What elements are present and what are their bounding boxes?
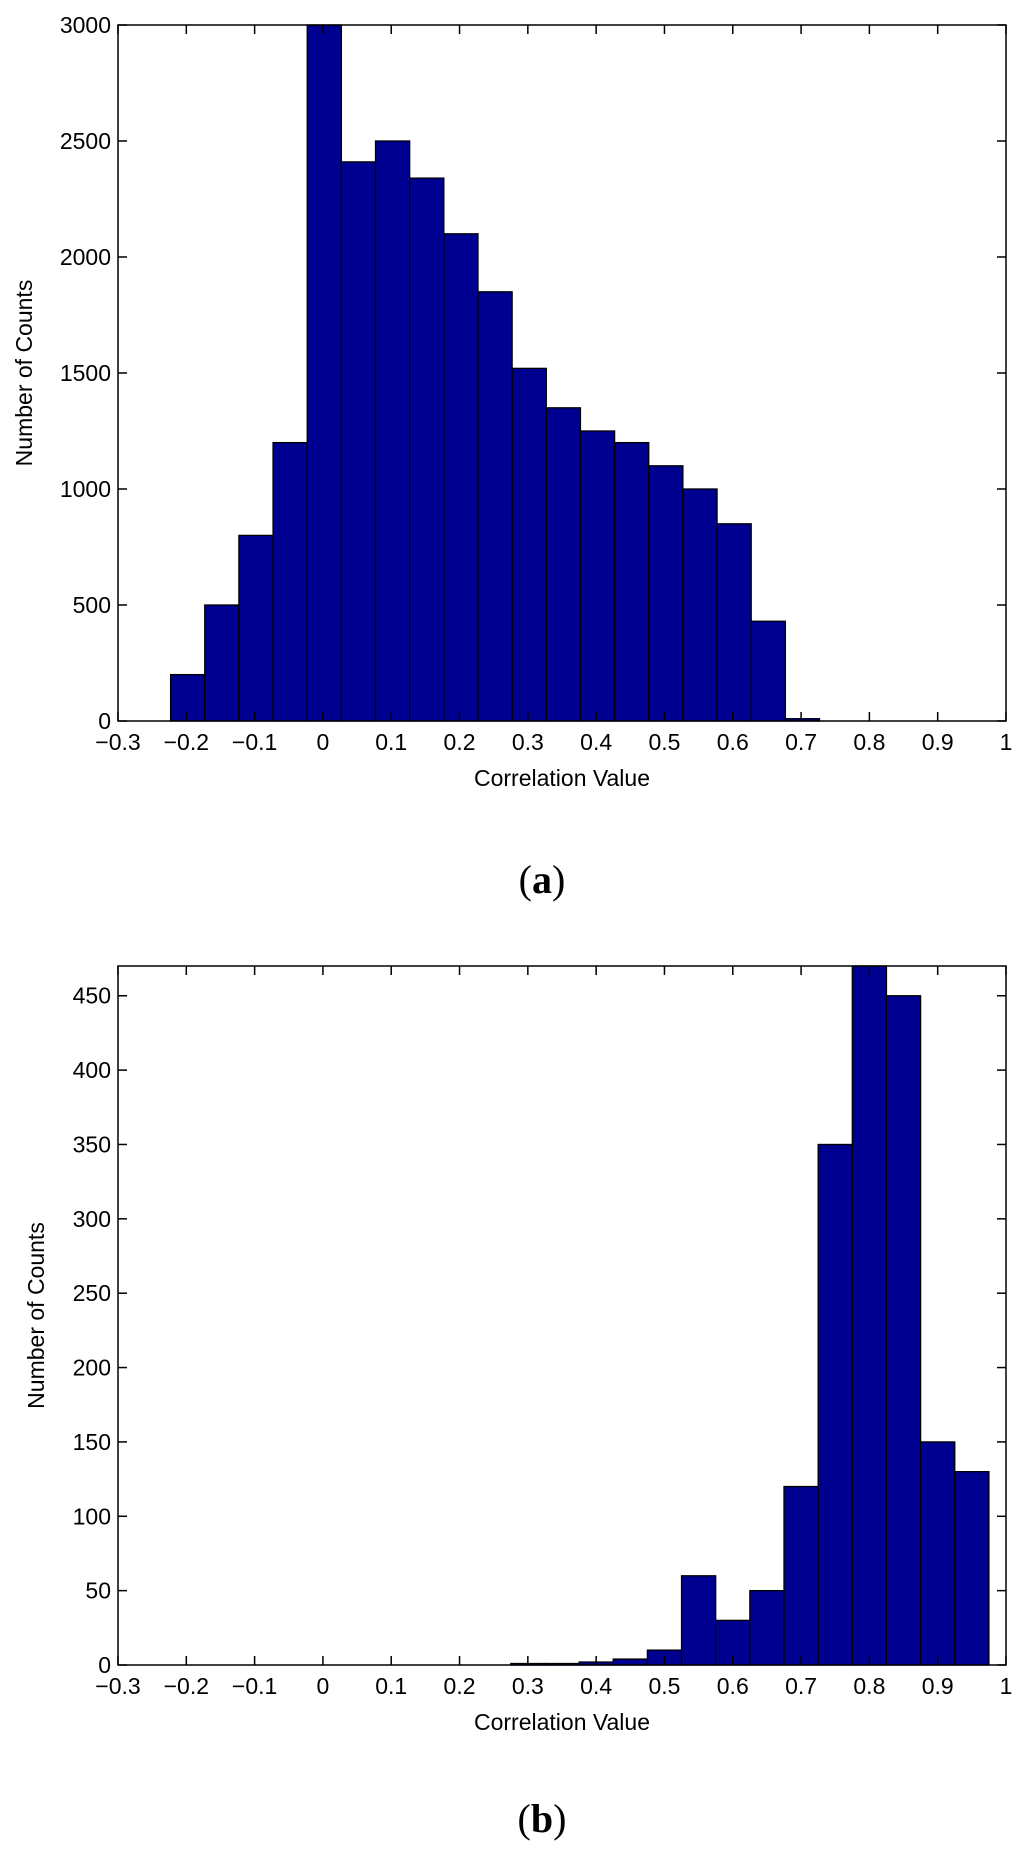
histogram-bar [817, 1143, 853, 1666]
panel-letter: a [532, 857, 552, 902]
x-tick-label: 0.2 [444, 729, 476, 755]
y-tick-label: 200 [73, 1355, 111, 1381]
x-tick-label: 0.7 [785, 729, 817, 755]
x-tick-label: 0.6 [717, 1673, 749, 1699]
histogram-bar [169, 673, 206, 722]
histogram-bar [612, 1658, 649, 1666]
x-tick-label: 0.7 [785, 1673, 817, 1699]
panel-label: (b) [518, 1796, 567, 1841]
histogram-panel-a: −0.3 −0.2 −0.1 0 0.1 0.2 0.3 0.4 0.5 0.6 0.7 0.8 0.9… [11, 12, 1012, 902]
histogram-panel-b: −0.3 −0.2 −0.1 0 0.1 0.2 0.3 0.4 0.5 0.6 0.7 0.8 0.9… [23, 965, 1012, 1841]
x-tick-label: 0.3 [512, 1673, 544, 1699]
x-tick-label: 0.4 [580, 1673, 612, 1699]
histogram-bar [306, 24, 343, 722]
x-tick-label: 0.8 [853, 1673, 885, 1699]
bars [169, 24, 821, 722]
y-tick-label: 350 [73, 1131, 111, 1157]
panel-letter: b [531, 1796, 553, 1841]
y-tick-label: 400 [73, 1057, 111, 1083]
x-tick-label: 0.4 [580, 729, 612, 755]
histogram-bar [750, 620, 787, 722]
histogram-bar [477, 291, 513, 722]
histogram-bar [545, 407, 582, 722]
x-tick-label: 1 [1000, 729, 1013, 755]
x-tick-label: 0 [317, 1673, 330, 1699]
y-tick-label: 150 [73, 1429, 111, 1455]
axes-box [117, 965, 1007, 1666]
y-axis: 0 500 1000 1500 2000 2500 3000 [60, 12, 1006, 734]
x-tick-label: 0 [317, 729, 330, 755]
histogram-bar [919, 1441, 956, 1666]
x-axis: −0.3 −0.2 −0.1 0 0.1 0.2 0.3 0.4 0.5 0.6 0.7 0.8 0.9… [95, 25, 1012, 755]
y-axis: 0 50 100 150 200 250 300 350 400 450 [73, 983, 1006, 1678]
histogram-bar [409, 177, 445, 722]
x-tick-label: 0.9 [922, 1673, 954, 1699]
histogram-bar [716, 523, 752, 722]
histogram-bar [783, 1485, 819, 1666]
histogram-bar [579, 430, 616, 722]
x-tick-label: −0.3 [95, 729, 140, 755]
x-tick-label: 0.5 [648, 1673, 680, 1699]
histogram-bar [680, 1575, 717, 1666]
y-tick-label: 3000 [60, 12, 111, 38]
bars [510, 965, 990, 1666]
x-tick-label: −0.1 [232, 1673, 277, 1699]
y-tick-label: 250 [73, 1280, 111, 1306]
y-tick-label: 1500 [60, 360, 111, 386]
x-tick-label: 0.8 [853, 729, 885, 755]
histogram-bar [851, 965, 888, 1666]
x-axis-label: Correlation Value [474, 1709, 650, 1735]
y-axis-label: Number of Counts [23, 1222, 49, 1409]
histogram-bar [340, 161, 377, 722]
y-tick-label: 100 [73, 1503, 111, 1529]
y-tick-label: 2500 [60, 128, 111, 154]
x-tick-label: 0.1 [375, 1673, 407, 1699]
y-tick-label: 50 [85, 1578, 111, 1604]
x-tick-label: −0.3 [95, 1673, 140, 1699]
x-tick-label: −0.1 [232, 729, 277, 755]
y-tick-label: 500 [73, 592, 111, 618]
histogram-bar [613, 441, 650, 722]
histogram-bar [682, 488, 718, 722]
y-tick-label: 0 [98, 708, 111, 734]
histogram-bar [374, 140, 411, 722]
y-tick-label: 1000 [60, 476, 111, 502]
histogram-bar [204, 604, 240, 722]
x-tick-label: 0.6 [717, 729, 749, 755]
histogram-bar [885, 995, 922, 1666]
y-tick-label: 2000 [60, 244, 111, 270]
x-tick-label: 0.2 [444, 1673, 476, 1699]
x-axis: −0.3 −0.2 −0.1 0 0.1 0.2 0.3 0.4 0.5 0.6 0.7 0.8 0.9… [95, 966, 1012, 1699]
x-tick-label: 0.1 [375, 729, 407, 755]
x-tick-label: −0.2 [164, 1673, 209, 1699]
histogram-bar [749, 1589, 785, 1666]
histogram-bar [648, 465, 684, 722]
y-tick-label: 300 [73, 1206, 111, 1232]
y-tick-label: 450 [73, 983, 111, 1009]
histogram-bar [954, 1471, 990, 1666]
x-tick-label: 1 [1000, 1673, 1013, 1699]
x-tick-label: 0.9 [922, 729, 954, 755]
y-tick-label: 0 [98, 1652, 111, 1678]
histogram-bar [511, 367, 547, 722]
x-tick-label: 0.5 [648, 729, 680, 755]
x-tick-label: 0.3 [512, 729, 544, 755]
x-axis-label: Correlation Value [474, 765, 650, 791]
x-tick-label: −0.2 [164, 729, 209, 755]
histogram-bar [272, 441, 308, 722]
y-axis-label: Number of Counts [11, 280, 37, 467]
histogram-bar [238, 534, 274, 722]
panel-label: (a) [519, 857, 566, 902]
histogram-bar [443, 233, 479, 722]
